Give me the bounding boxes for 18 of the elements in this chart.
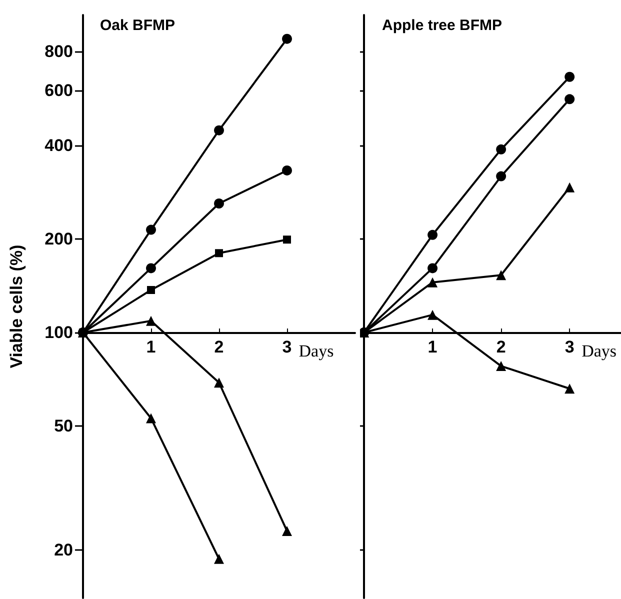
y-tick-label: 50 [54, 416, 73, 436]
x-tick-label: 1 [428, 338, 438, 357]
y-tick-label: 20 [54, 540, 73, 560]
chart-title: Oak BFMP [100, 17, 176, 34]
x-tick-label: 3 [564, 338, 574, 357]
x-tick-label: 1 [146, 338, 156, 357]
x-tick-label: 2 [214, 338, 224, 357]
y-tick-label: 400 [44, 136, 73, 155]
x-tick-label: 3 [282, 338, 292, 357]
y-axis-title: Viable cells (%) [7, 244, 26, 368]
y-tick-label: 600 [44, 81, 73, 100]
x-axis-title: Days [298, 342, 334, 361]
x-tick-label: 2 [496, 338, 506, 357]
x-axis-title: Days [582, 342, 617, 361]
chart-title: Apple tree BFMP [382, 17, 502, 34]
y-tick-label: 800 [44, 42, 73, 62]
y-tick-label: 100 [44, 323, 73, 342]
y-tick-label: 200 [44, 229, 73, 248]
